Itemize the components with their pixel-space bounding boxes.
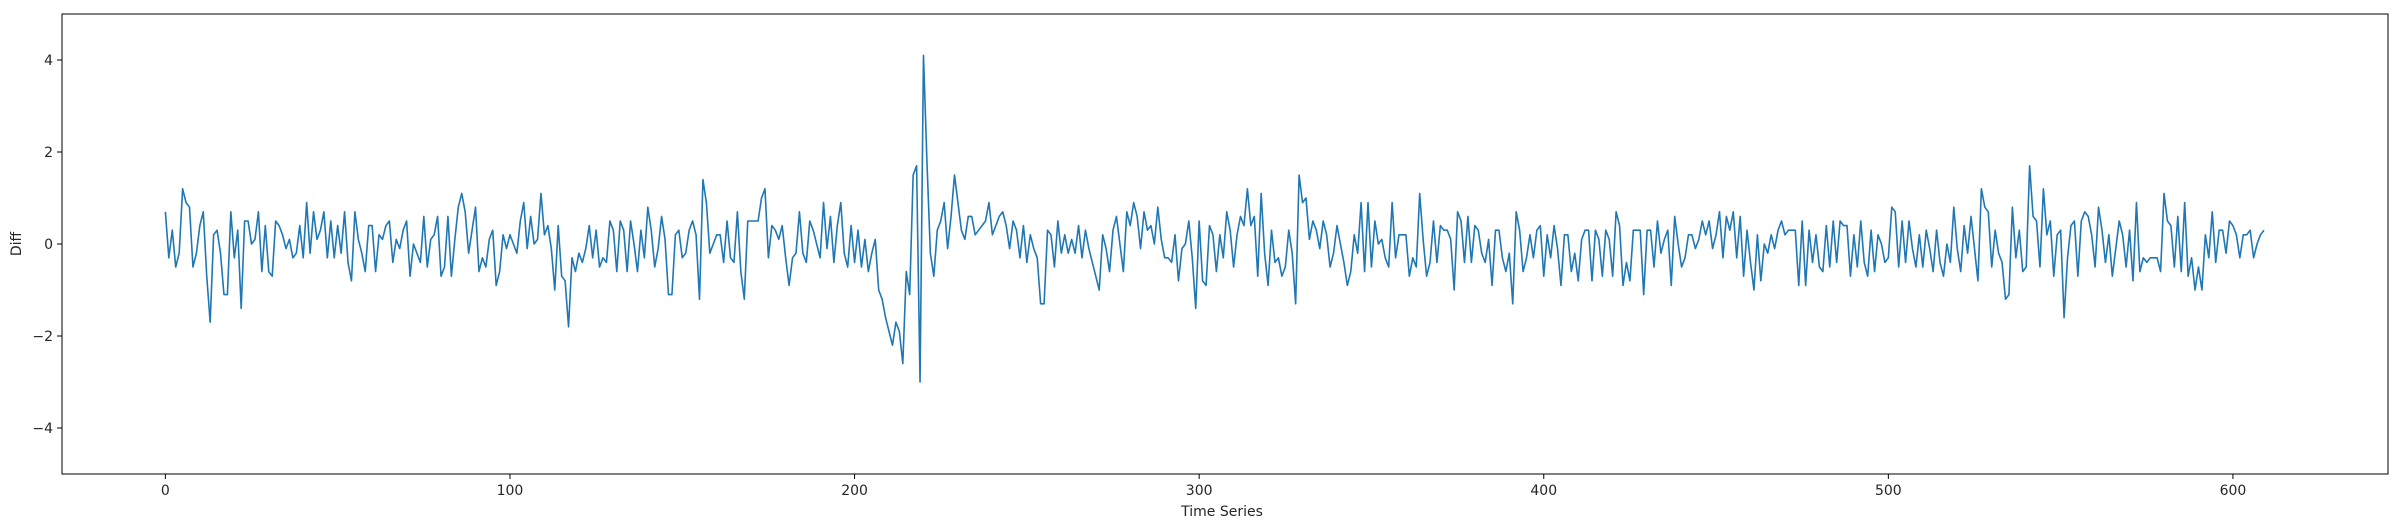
plot-area: 0 100 200 300 400 500 600 −4 −2 0 2 4 — [32, 13, 2389, 499]
x-axis-label: Time Series — [1180, 504, 1263, 520]
y-tick-label-2: 2 — [44, 145, 53, 161]
y-tick-label-0: 0 — [44, 237, 53, 253]
y-tick-label--4: −4 — [32, 421, 53, 437]
x-tick-label-500: 500 — [1875, 483, 1902, 499]
x-tick-label-100: 100 — [497, 483, 524, 499]
y-tick-label--2: −2 — [32, 329, 53, 345]
x-tick-label-200: 200 — [841, 483, 868, 499]
y-tick-label-4: 4 — [44, 53, 53, 69]
x-tick-label-0: 0 — [161, 483, 170, 499]
x-tick-label-300: 300 — [1186, 483, 1213, 499]
x-tick-label-600: 600 — [2220, 483, 2247, 499]
x-tick-label-400: 400 — [1530, 483, 1557, 499]
y-axis-label: Diff — [9, 231, 25, 256]
series-line — [164, 54, 2265, 383]
